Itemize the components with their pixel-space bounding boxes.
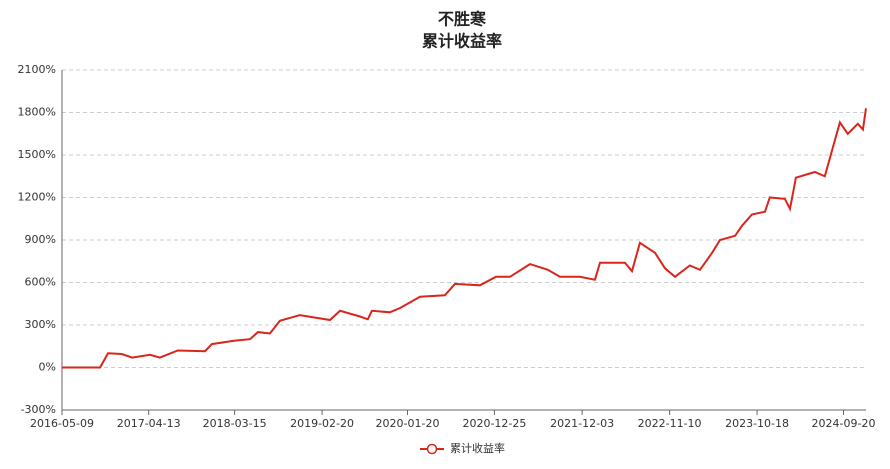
chart-title: 不胜寒: [438, 10, 487, 29]
x-tick-label: 2020-01-20: [376, 417, 440, 430]
x-tick-label: 2023-10-18: [725, 417, 789, 430]
x-tick-label: 2022-11-10: [638, 417, 702, 430]
y-tick-label: 0%: [39, 361, 56, 374]
x-tick-label: 2019-02-20: [290, 417, 354, 430]
y-tick-label: 1500%: [18, 148, 56, 161]
legend-label: 累计收益率: [450, 441, 505, 455]
y-tick-label: 600%: [25, 276, 56, 289]
y-tick-label: 300%: [25, 318, 56, 331]
line-series: [62, 108, 867, 369]
y-tick-label: 900%: [25, 233, 56, 246]
x-tick-label: 2018-03-15: [203, 417, 267, 430]
y-tick-label: 1200%: [18, 191, 56, 204]
chart-subtitle: 累计收益率: [422, 32, 502, 51]
x-tick-label: 2021-12-03: [550, 417, 614, 430]
y-tick-label: -300%: [21, 403, 56, 416]
y-tick-label: 1800%: [18, 106, 56, 119]
y-tick-label: 2100%: [18, 63, 56, 76]
x-tick-label: 2024-09-20: [812, 417, 876, 430]
x-tick-label: 2017-04-13: [117, 417, 181, 430]
x-tick-label: 2016-05-09: [30, 417, 94, 430]
legend-marker: [426, 443, 438, 455]
x-tick-label: 2020-12-25: [462, 417, 526, 430]
